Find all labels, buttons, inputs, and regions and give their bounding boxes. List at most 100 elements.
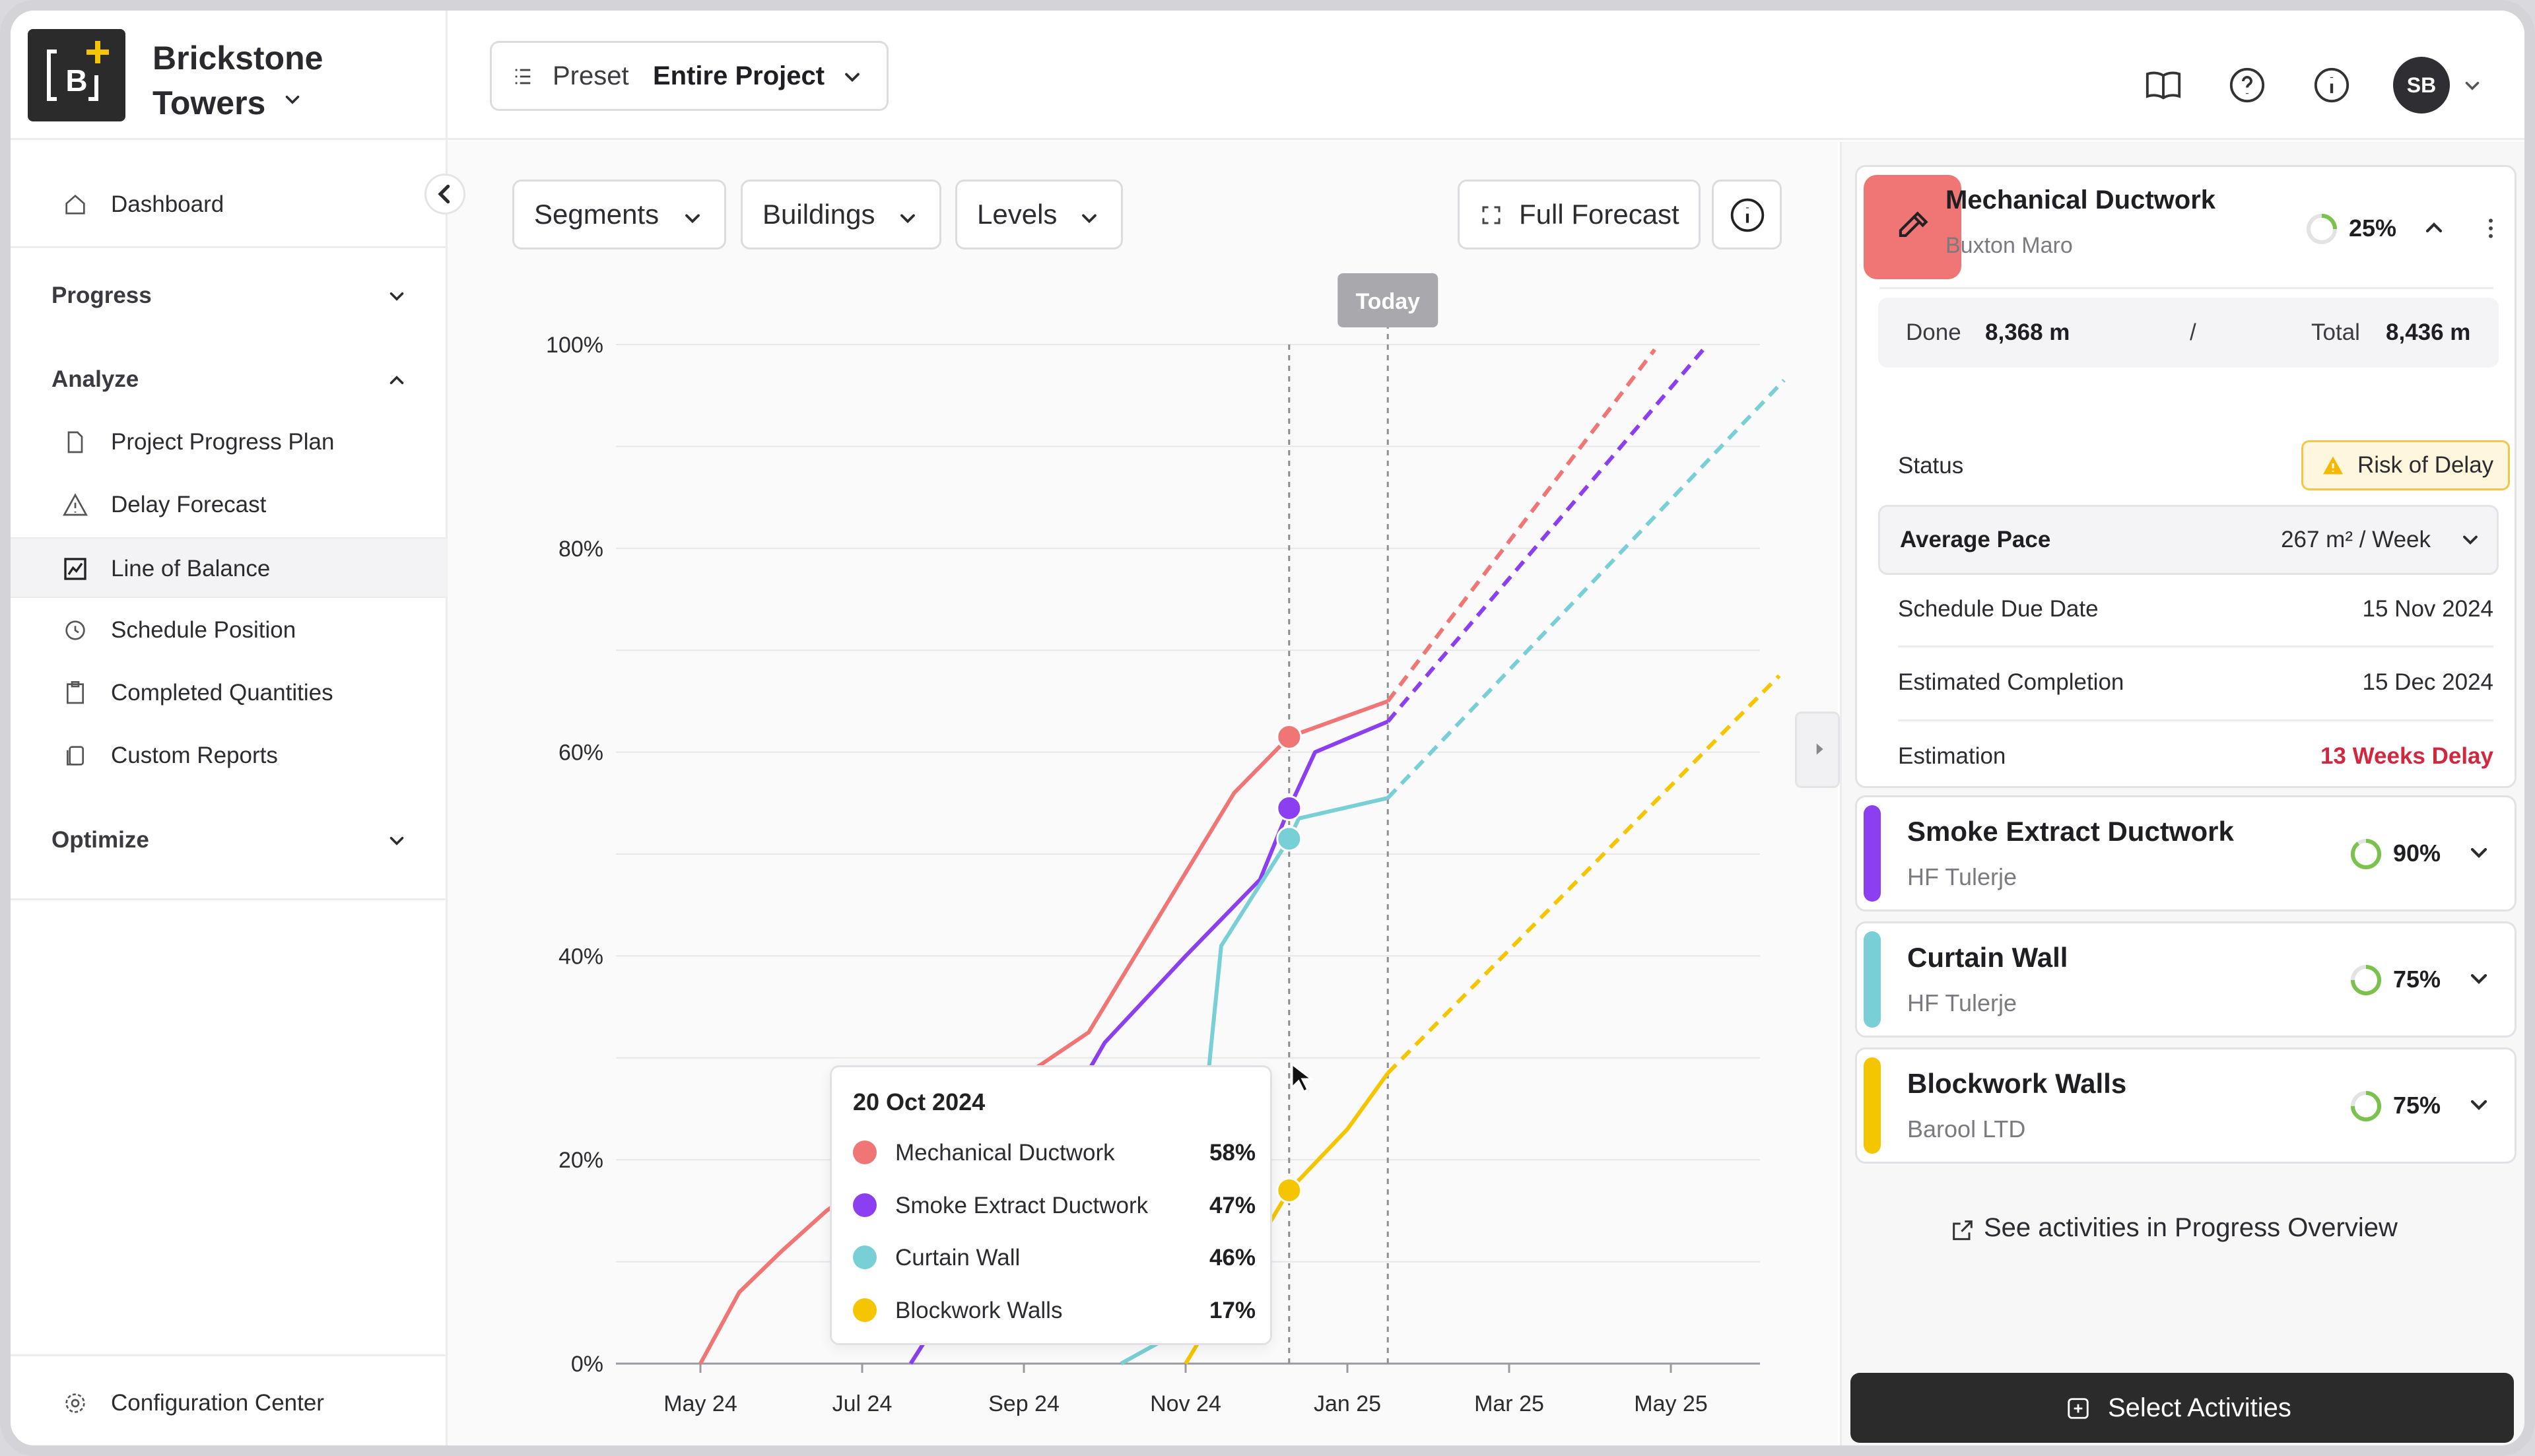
chart-icon [64,558,86,580]
select-activities-button[interactable]: Select Activities [1850,1373,2514,1443]
activity-contractor: Barool LTD [1907,1115,2026,1142]
external-link-icon [1953,1220,1973,1240]
sidebar-item-completed-quantities[interactable]: Completed Quantities [11,663,448,723]
project-switcher[interactable]: B Brickstone Towers [11,11,448,140]
activity-color-tile [1864,175,1961,279]
section-label: Progress [51,282,152,308]
tooltip-date: 20 Oct 2024 [853,1088,986,1115]
tooltip-row: Smoke Extract Ductwork 47% [853,1179,1256,1232]
divider [1898,645,2493,647]
legend-dot [853,1298,877,1322]
sidebar-item-schedule-position[interactable]: Schedule Position [11,600,448,661]
tooltip-series-name: Blockwork Walls [895,1298,1063,1323]
tooltip-series-name: Mechanical Ductwork [895,1140,1115,1166]
legend-dot [853,1141,877,1164]
more-vertical-icon[interactable] [2478,213,2504,244]
today-badge [1337,273,1438,327]
divider [1898,719,2493,721]
levels-dropdown[interactable]: Levels [955,180,1123,249]
section-optimize[interactable]: Optimize [11,807,448,873]
chevron-left-icon [438,184,450,204]
chevron-down-icon[interactable] [2466,966,2492,992]
sidebar-item-label: Completed Quantities [111,680,333,706]
series-forecast-line [1386,348,1705,723]
total-label: Total [2311,319,2360,345]
quantity-summary: Done 8,368 m / Total 8,436 m [1878,298,2499,368]
activity-panel: Mechanical Ductwork Buxton Maro 25% Done… [1840,142,2524,1445]
average-pace-dropdown[interactable]: Average Pace 267 m² / Week [1878,505,2499,575]
sidebar-item-label: Project Progress Plan [111,429,335,455]
preset-dropdown[interactable]: Preset Entire Project [490,41,889,111]
full-forecast-button[interactable]: Full Forecast [1458,180,1701,249]
activity-percent: 25% [2349,215,2397,242]
status-badge: Risk of Delay [2301,440,2510,490]
done-value: 8,368 m [1985,319,2070,345]
x-tick-label: May 24 [663,1391,737,1416]
buildings-dropdown[interactable]: Buildings [741,180,941,249]
progress-ring-icon [2307,214,2337,244]
hover-point [1276,795,1302,822]
legend-dot [853,1193,877,1217]
chevron-down-icon[interactable] [2461,75,2484,97]
chevron-up-icon[interactable] [2421,215,2447,241]
info-icon[interactable] [2313,66,2351,104]
activity-card-expanded[interactable]: Mechanical Ductwork Buxton Maro 25% Done… [1855,165,2517,788]
sidebar-item-line-of-balance[interactable]: Line of Balance [11,537,448,598]
tooltip-row: Blockwork Walls 17% [853,1284,1256,1337]
chart-tooltip: 20 Oct 2024 Mechanical Ductwork 58% Smok… [830,1065,1272,1345]
sidebar-item-configuration-center[interactable]: Configuration Center [11,1373,448,1434]
x-tick-label: Jul 24 [832,1391,893,1416]
sidebar-item-label: Configuration Center [111,1390,324,1416]
chevron-down-icon[interactable] [2466,1092,2492,1118]
activity-card[interactable]: Smoke Extract Ductwork HF Tulerje 90% [1855,795,2517,911]
estimation-value: 13 Weeks Delay [2320,743,2493,769]
tooltip-series-value: 46% [1209,1245,1256,1271]
activity-contractor: HF Tulerje [1907,989,2017,1016]
legend-dot [853,1245,877,1269]
quantity-divider: / [2190,319,2196,345]
sidebar-item-custom-reports[interactable]: Custom Reports [11,725,448,786]
sidebar: B Brickstone Towers Dashboard Progress A… [11,11,448,1445]
sidebar-item-delay-forecast[interactable]: Delay Forecast [11,475,448,535]
activity-card[interactable]: Blockwork Walls Barool LTD 75% [1855,1047,2517,1164]
info-icon [1730,198,1765,232]
tooltip-series-value: 47% [1209,1193,1256,1218]
warning-icon [63,493,88,516]
section-analyze[interactable]: Analyze [11,347,448,413]
chevron-down-icon [1082,214,1097,224]
line-of-balance-chart[interactable]: 0% 20% 40% 60% 80% 100% May 24 Jul 24 Sep 24 Nov … [448,142,1838,1445]
tooltip-row: Curtain Wall 46% [853,1232,1256,1284]
caret-right-icon [1816,743,1823,755]
progress-ring-icon [2351,965,2381,995]
sidebar-item-project-progress-plan[interactable]: Project Progress Plan [11,412,448,473]
avatar[interactable]: SB [2393,57,2450,114]
chevron-down-icon[interactable] [2466,840,2492,866]
series-forecast-line [1386,674,1781,1075]
activity-color-bar [1864,931,1881,1028]
project-name: Brickstone Towers [152,40,323,121]
help-icon[interactable] [2228,66,2266,104]
copy-icon [67,746,84,766]
preset-label: Preset [553,61,629,90]
tooltip-series-name: Curtain Wall [895,1245,1021,1271]
segments-dropdown[interactable]: Segments [512,180,726,249]
sidebar-item-dashboard[interactable]: Dashboard [11,174,448,235]
status-label: Status [1898,453,1964,479]
section-progress[interactable]: Progress [11,263,448,329]
hover-point [1276,826,1302,852]
pace-value: 267 m² / Week [2281,527,2431,552]
warning-icon [2323,456,2343,475]
chevron-down-icon [2463,535,2478,545]
chevron-down-icon [389,292,404,301]
y-tick-label: 40% [558,944,603,969]
y-tick-label: 100% [546,333,603,358]
activity-card[interactable]: Curtain Wall HF Tulerje 75% [1855,921,2517,1038]
estimation-label: Estimation [1898,743,2006,769]
list-icon [515,69,531,84]
activity-title: Mechanical Ductwork [1945,185,2216,215]
link-label: See activities in Progress Overview [1984,1213,2398,1242]
collapse-sidebar-button[interactable] [424,174,465,215]
expand-panel-button[interactable] [1795,711,1840,788]
book-icon[interactable] [2144,66,2182,104]
chart-info-button[interactable] [1712,180,1782,249]
